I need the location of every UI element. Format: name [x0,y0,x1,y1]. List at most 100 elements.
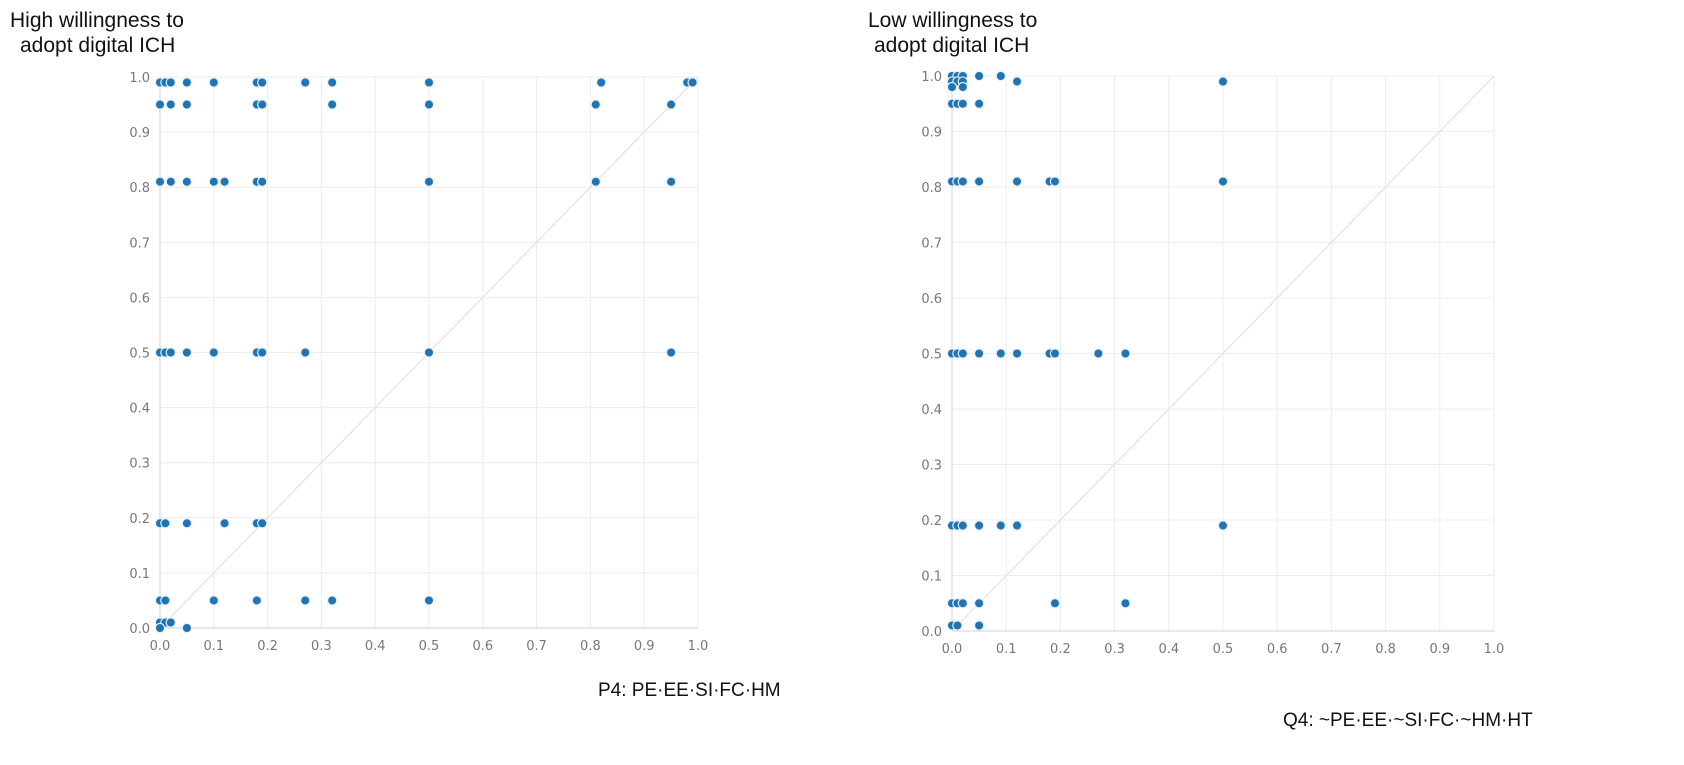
x-tick-label: 0.0 [150,639,171,654]
y-tick-label: 0.1 [921,570,942,585]
y-tick-label: 1.0 [129,71,150,86]
x-tick-label: 0.2 [257,639,278,654]
data-point [165,77,176,88]
data-point [957,81,969,93]
chart-2-title: Low willingness to adopt digital ICH [868,8,1037,58]
y-tick-label: 0.2 [129,512,150,527]
data-point [423,99,435,110]
y-tick-label: 0.6 [129,291,150,306]
data-point [973,598,985,609]
x-tick-label: 1.0 [688,639,709,654]
data-point [326,77,338,88]
chart-2-title-line-1: Low willingness to [868,9,1038,32]
x-tick-label: 0.9 [634,639,655,654]
data-point [995,348,1006,359]
data-point [1011,520,1023,531]
y-tick-label: 1.0 [921,70,942,85]
data-point [957,520,969,531]
data-point [1011,176,1023,187]
y-tick-label: 0.3 [129,457,150,472]
data-point [665,347,677,358]
data-point [257,518,268,529]
y-tick-label: 0.0 [129,622,150,637]
data-point [154,99,166,110]
y-tick-label: 0.8 [921,181,942,196]
data-point [257,347,268,358]
x-tick-label: 0.2 [1050,642,1071,657]
data-point [181,77,193,88]
data-point [957,98,969,109]
x-tick-label: 0.6 [472,639,493,654]
y-tick-label: 0.0 [921,625,942,640]
y-tick-label: 0.2 [921,514,942,529]
data-point [423,77,435,88]
y-tick-label: 0.4 [129,402,150,417]
data-point [1049,348,1061,359]
data-point [154,622,166,634]
chart-1: 0.0 0.1 0.2 0.3 0.4 0.5 0.6 0.7 0.8 0.9 1.0 0.0 0.1 0… [129,71,708,654]
data-point [160,518,171,529]
data-point [423,595,435,606]
data-point [300,77,311,88]
data-point [1217,520,1229,531]
x-tick-label: 0.1 [203,639,224,654]
y-tick-label: 0.3 [921,459,942,474]
x-tick-label: 0.5 [419,639,440,654]
data-point [973,176,985,187]
y-tick-label: 0.9 [921,126,942,141]
y-tick-label: 0.7 [129,236,150,251]
data-point [687,77,698,88]
data-point [973,348,985,359]
data-point [251,595,263,606]
data-point [300,595,311,606]
y-tick-label: 0.7 [921,237,942,252]
diagonal-reference-line [951,75,1495,632]
y-tick-label: 0.6 [921,292,942,307]
y-tick-label: 0.8 [129,181,150,196]
x-tick-label: 0.7 [1321,642,1342,657]
x-tick-label: 0.3 [311,639,332,654]
y-tick-label: 0.4 [921,403,942,418]
data-point [181,99,193,110]
data-point [160,595,171,606]
data-point [590,176,601,187]
x-tick-label: 0.9 [1429,642,1450,657]
data-point [973,520,985,531]
data-point [423,176,435,187]
data-point [154,176,166,187]
data-point [590,99,601,110]
data-point [257,99,268,110]
chart-1-caption: P4: PE·EE·SI·FC·HM [598,680,781,701]
chart-2: 0.0 0.1 0.2 0.3 0.4 0.5 0.6 0.7 0.8 0.9 1.0 0.0 0.1 0… [921,70,1504,657]
data-point [952,620,963,631]
data-point [1049,176,1061,187]
x-tick-label: 0.3 [1104,642,1125,657]
x-tick-label: 0.7 [526,639,547,654]
x-tick-label: 1.0 [1484,642,1505,657]
data-point [995,520,1006,531]
data-point [181,176,193,187]
data-point [326,99,338,110]
data-point [208,595,219,606]
data-point [300,347,311,358]
data-point [165,347,176,358]
data-point [208,176,219,187]
data-point [165,176,176,187]
data-point [957,176,969,187]
data-point [995,70,1006,82]
data-point [1217,176,1229,187]
data-point [257,176,268,187]
data-point [1011,348,1023,359]
y-tick-label: 0.1 [129,567,150,582]
data-point [219,518,230,529]
data-point [1120,348,1131,359]
data-point [957,598,969,609]
x-tick-label: 0.1 [996,642,1017,657]
chart-1-title: High willingness to adopt digital ICH [10,8,184,58]
data-point [665,176,677,187]
data-point [326,595,338,606]
data-point [208,347,219,358]
x-tick-label: 0.0 [942,642,963,657]
data-point [973,620,985,631]
chart-1-title-line-2: adopt digital ICH [20,34,176,57]
